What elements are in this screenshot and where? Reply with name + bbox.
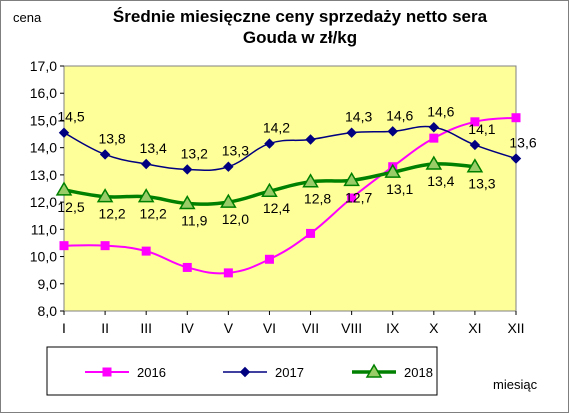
- y-axis: 8,0 9,0 10,0 11,0 12,0 13,0 14,0 15,0 16,0 17,0: [30, 58, 64, 319]
- series-2017-data-label: 13,2: [181, 145, 208, 161]
- series-2017-point: [346, 127, 357, 138]
- series-2017-data-label: 13,8: [98, 130, 125, 146]
- series-2016-point: [59, 241, 69, 251]
- series-2017-data-label: 14,5: [57, 109, 84, 125]
- legend-2016-marker: [102, 367, 112, 377]
- y-tick-label: 15,0: [30, 112, 57, 128]
- x-tick-label: XII: [507, 320, 524, 336]
- series-2018-data-label: 12,5: [57, 199, 84, 215]
- series-2018-data-label: 11,9: [181, 212, 207, 228]
- x-tick-label: II: [101, 320, 109, 336]
- series-2016-point: [306, 228, 316, 238]
- series-2017-point: [58, 127, 70, 138]
- chart-title-line-2: Gouda w zł/kg: [243, 28, 357, 47]
- y-tick-label: 10,0: [30, 249, 57, 265]
- series-2018-data-label: 12,2: [98, 206, 125, 222]
- series-2017-data-label: 14,3: [345, 109, 372, 125]
- legend-2018-marker: [365, 363, 383, 378]
- y-axis-label: cena: [13, 10, 42, 25]
- plot-area: [63, 65, 517, 312]
- x-axis-label: miesiąc: [493, 377, 538, 392]
- y-tick-label: 14,0: [30, 140, 57, 156]
- series-2016-point: [429, 133, 439, 143]
- x-tick-label: I: [62, 320, 66, 336]
- y-tick-label: 13,0: [30, 167, 57, 183]
- series-2018-point: [137, 188, 155, 203]
- series-2018-point: [343, 171, 360, 187]
- series-2018-data-label: 12,0: [222, 211, 249, 227]
- series-2018-point: [55, 181, 73, 196]
- series-2017-point: [387, 126, 398, 137]
- series-2018-point: [466, 158, 484, 173]
- series-2018-point: [220, 193, 237, 208]
- series-2017-point: [469, 139, 481, 151]
- series-2017-point: [264, 138, 275, 149]
- legend-2018-label: 2018: [404, 365, 433, 380]
- series-2017-data-label: 13,6: [509, 135, 536, 151]
- y-tick-label: 9,0: [38, 276, 58, 292]
- series-2017-data-label: 14,2: [263, 120, 290, 136]
- series-2016-point: [264, 254, 274, 264]
- y-tick-label: 12,0: [30, 194, 57, 210]
- x-tick-label: XI: [468, 320, 481, 336]
- series-2017-point: [182, 164, 193, 175]
- series-2018-point: [178, 194, 196, 210]
- y-tick-label: 11,0: [31, 221, 57, 237]
- x-tick-label: VIII: [341, 320, 362, 336]
- legend-2017-marker: [239, 366, 251, 378]
- series-2018-data-label: 13,1: [386, 181, 413, 197]
- series-2017-point: [223, 161, 234, 172]
- x-tick-label: IV: [181, 320, 195, 336]
- series-2018-data-label: 12,7: [345, 189, 372, 205]
- chart-title-line-1: Średnie miesięczne ceny sprzedaży netto …: [113, 7, 488, 26]
- series-2016-point: [223, 268, 233, 278]
- series-lines: [55, 113, 522, 278]
- series-2018-point: [302, 173, 319, 188]
- series-2017-data-label: 13,4: [140, 140, 167, 156]
- series-2017-data-label: 13,3: [222, 143, 249, 159]
- x-tick-label: IX: [386, 320, 400, 336]
- series-2018-data-label: 13,4: [427, 173, 454, 189]
- series-2018-point: [384, 163, 402, 178]
- data-labels: 14,5 13,8 13,4 13,2 13,3 14,2 14,3 14,6 14,6 14,1…: [57, 103, 536, 228]
- series-2016-point: [511, 113, 521, 123]
- legend-items: 2016 2017 2018: [85, 363, 433, 380]
- series-2017-point: [140, 158, 152, 170]
- y-tick-label: 17,0: [30, 58, 57, 74]
- series-2016-point: [470, 117, 480, 127]
- series-2017-point: [510, 153, 522, 164]
- series-2018-point: [425, 155, 443, 170]
- series-2018-data-label: 12,2: [140, 206, 167, 222]
- series-2017: [58, 122, 522, 175]
- series-2018: [55, 155, 484, 210]
- series-2017-point: [428, 122, 440, 133]
- y-tick-label: 16,0: [30, 85, 57, 101]
- legend-2016-label: 2016: [137, 365, 166, 380]
- series-2018-data-label: 13,3: [468, 176, 495, 192]
- series-2016-point: [182, 262, 192, 272]
- series-2017-point: [305, 134, 316, 145]
- series-2017-data-label: 14,1: [468, 121, 495, 137]
- x-tick-label: X: [429, 320, 439, 336]
- x-tick-label: VII: [302, 320, 319, 336]
- x-tick-label: VI: [263, 320, 276, 336]
- x-tick-label: III: [140, 320, 152, 336]
- series-2017-data-label: 14,6: [427, 103, 454, 119]
- series-2016-point: [141, 246, 151, 256]
- y-tick-label: 8,0: [38, 303, 58, 319]
- x-axis: I II III IV V VI VII VIII IX X XI XII: [62, 311, 525, 336]
- series-2018-point: [261, 182, 278, 197]
- series-2017-point: [99, 149, 111, 160]
- series-2017-data-label: 14,6: [386, 107, 413, 123]
- series-2016-point: [347, 193, 357, 203]
- x-tick-label: V: [224, 320, 234, 336]
- series-2016-point: [100, 241, 110, 251]
- series-2018-data-label: 12,4: [263, 200, 290, 216]
- legend-2017-label: 2017: [275, 365, 304, 380]
- series-2018-data-label: 12,8: [304, 191, 331, 207]
- series-2018-point: [96, 188, 114, 203]
